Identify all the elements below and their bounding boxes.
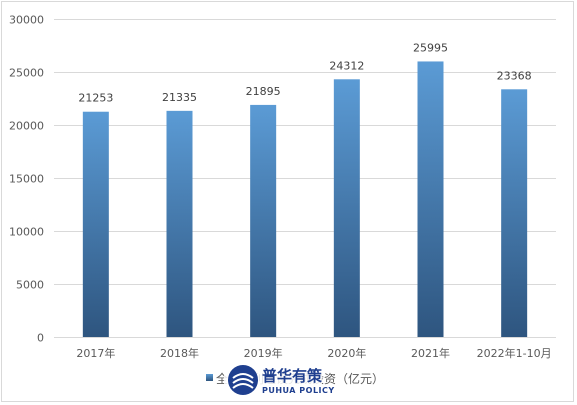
gridlines <box>54 19 556 338</box>
y-axis-ticks: 0 5000 10000 15000 20000 25000 30000 <box>9 14 44 345</box>
data-label: 21335 <box>162 91 197 104</box>
bar <box>501 89 528 338</box>
y-tick-label: 15000 <box>9 173 44 186</box>
data-label: 21895 <box>246 85 281 98</box>
data-label: 23368 <box>497 69 532 82</box>
bar <box>417 61 444 337</box>
x-tick-label: 2017年 <box>76 346 115 360</box>
watermark-title: 普华有策 <box>262 367 323 385</box>
x-tick-label: 2020年 <box>327 346 366 360</box>
x-tick-label: 2018年 <box>160 346 199 360</box>
y-tick-label: 0 <box>37 332 44 345</box>
bar <box>250 104 277 338</box>
legend-swatch <box>206 374 213 381</box>
data-label: 24312 <box>329 59 364 72</box>
y-tick-label: 30000 <box>9 14 44 27</box>
data-label: 25995 <box>413 41 448 54</box>
data-label: 21253 <box>78 92 113 105</box>
y-tick-label: 25000 <box>9 67 44 80</box>
x-tick-label: 2019年 <box>244 346 283 360</box>
bar <box>333 79 360 338</box>
bars <box>82 61 528 338</box>
x-tick-label: 2021年 <box>411 346 450 360</box>
watermark-logo: 普华有策 PUHUA POLICY <box>224 362 335 398</box>
y-tick-label: 10000 <box>9 226 44 239</box>
y-tick-label: 20000 <box>9 120 44 133</box>
y-tick-label: 5000 <box>16 279 44 292</box>
x-axis-ticks: 2017年 2018年 2019年 2020年 2021年 2022年1-10月 <box>76 346 551 360</box>
x-tick-label: 2022年1-10月 <box>477 346 552 360</box>
bar <box>82 111 109 337</box>
data-labels: 21253 21335 21895 24312 25995 23368 <box>78 41 531 104</box>
watermark-subtitle: PUHUA POLICY <box>262 386 335 395</box>
bar <box>166 110 193 337</box>
